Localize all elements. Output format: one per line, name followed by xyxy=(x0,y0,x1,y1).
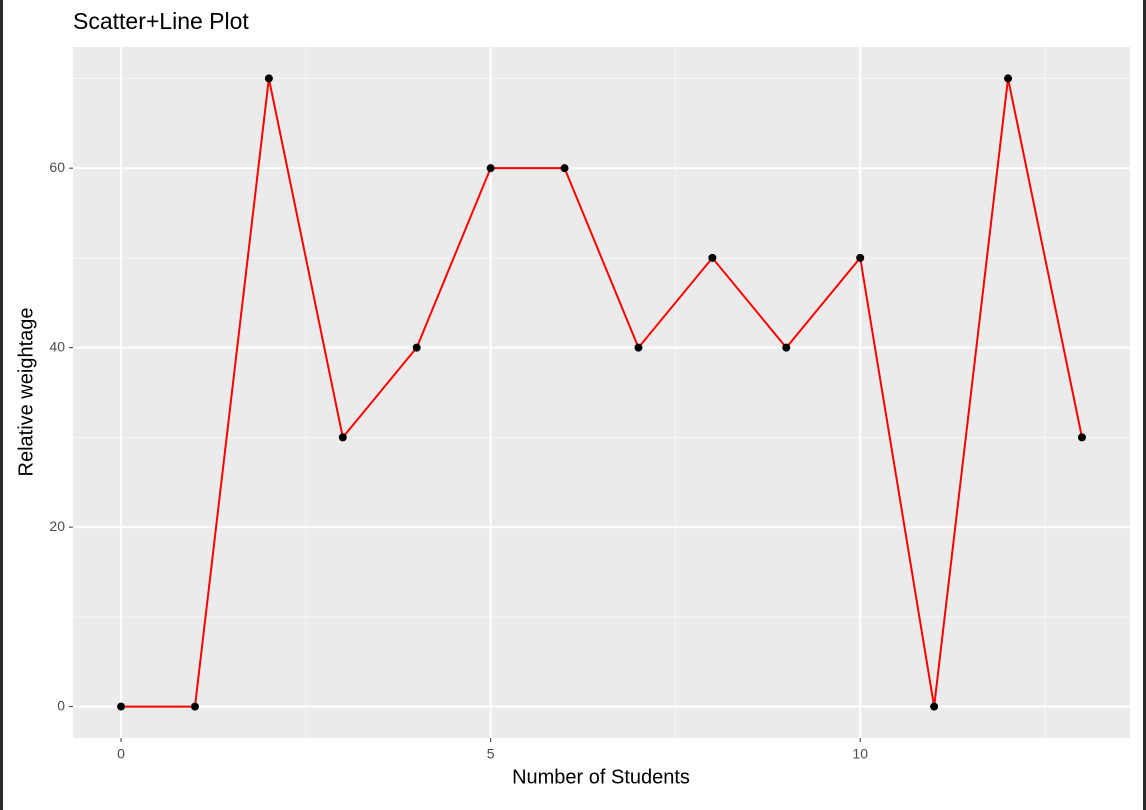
y-tick-label: 60 xyxy=(49,159,65,175)
point xyxy=(856,253,865,262)
x-tick-label: 5 xyxy=(487,746,495,762)
point xyxy=(1077,433,1086,442)
x-tick-label: 0 xyxy=(117,746,125,762)
panel xyxy=(73,47,1130,738)
point xyxy=(264,74,273,83)
point xyxy=(560,164,569,173)
x-tick-label: 10 xyxy=(852,746,868,762)
point xyxy=(486,164,495,173)
x-axis-label: Number of Students xyxy=(512,766,690,788)
point xyxy=(930,702,939,711)
line xyxy=(121,78,1083,708)
y-axis-label: Relative weightage xyxy=(15,308,37,477)
point xyxy=(412,343,421,352)
point xyxy=(117,702,126,711)
point xyxy=(708,253,717,262)
point xyxy=(782,343,791,352)
chart-title: Scatter+Line Plot xyxy=(73,8,249,34)
y-tick-label: 40 xyxy=(49,338,65,354)
y-tick-label: 20 xyxy=(49,518,65,534)
point xyxy=(1004,74,1013,83)
point xyxy=(190,702,199,711)
y-tick-label: 0 xyxy=(57,697,65,713)
point xyxy=(634,343,643,352)
point xyxy=(338,433,347,442)
